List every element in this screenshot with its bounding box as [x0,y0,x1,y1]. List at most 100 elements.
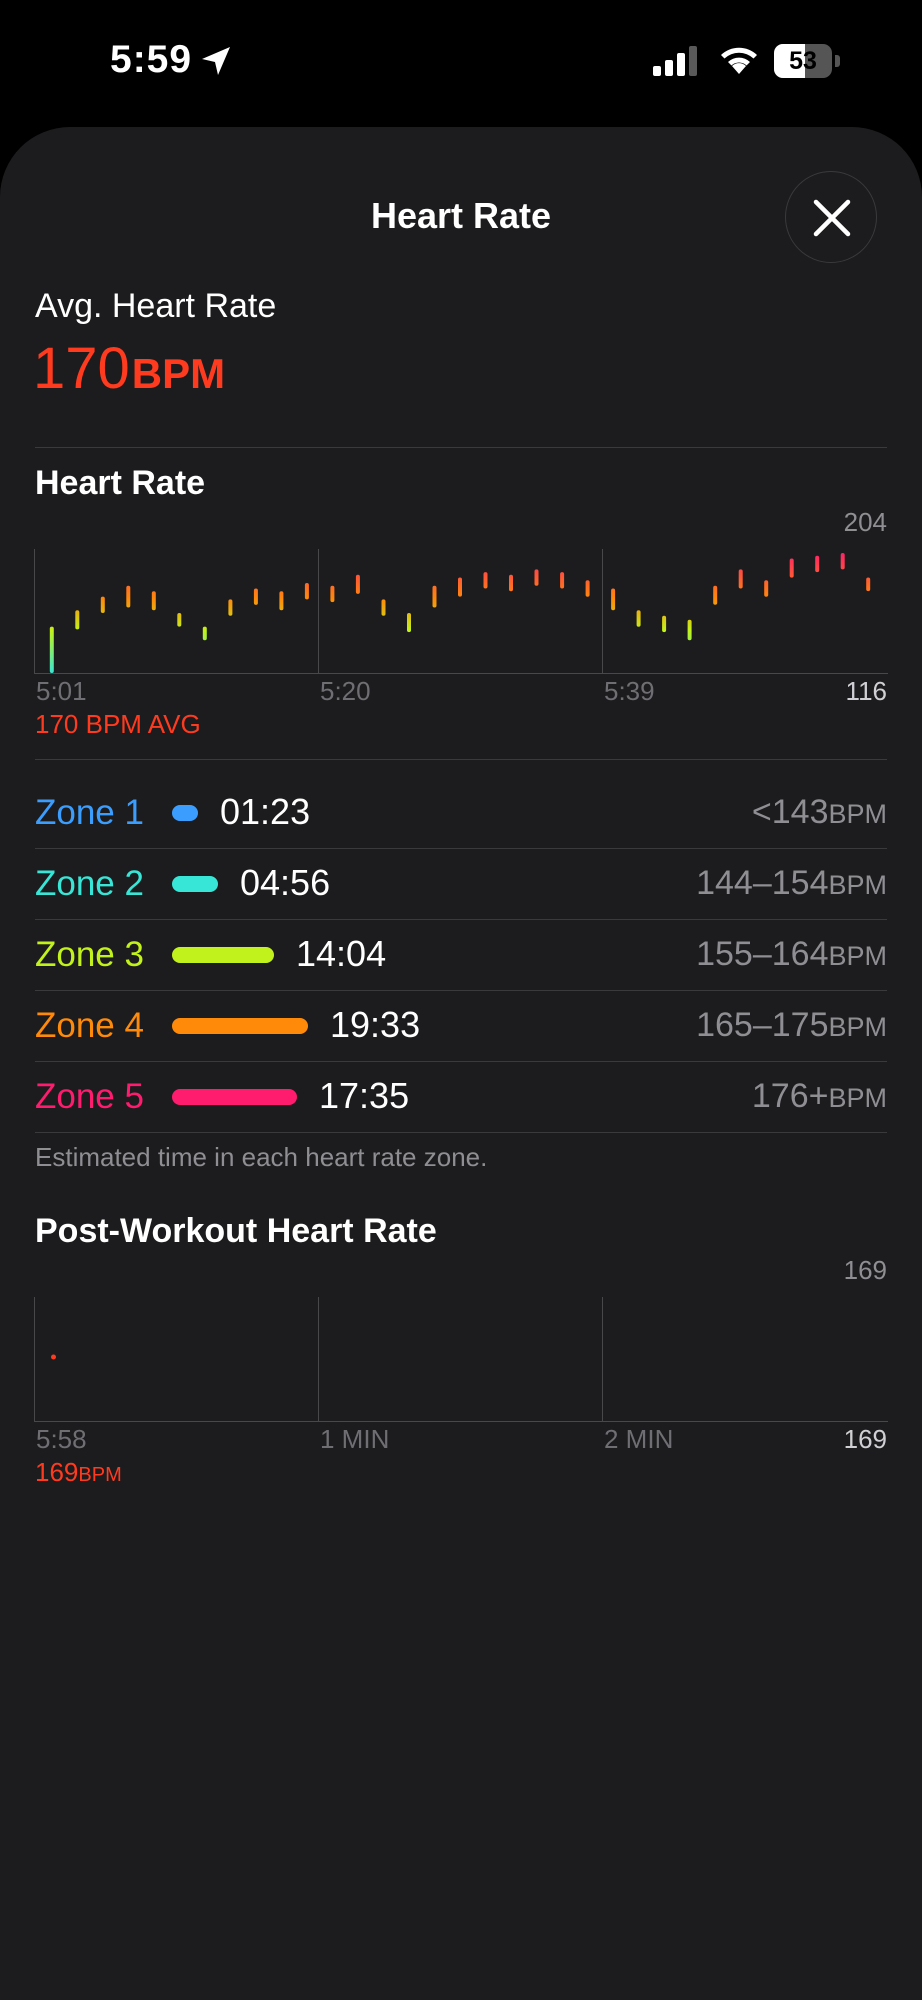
zone-name: Zone 5 [35,1077,144,1116]
heart-rate-bar [355,574,360,594]
heart-rate-bar [202,626,207,641]
zone-time: 04:56 [240,862,331,903]
heart-rate-bar [49,626,54,673]
battery-body: 53 [774,44,832,78]
heart-rate-bar [483,572,488,589]
heart-rate-bar [560,572,565,589]
heart-rate-bar [509,574,513,592]
divider [35,1061,887,1062]
avg-heart-rate-value: 170BPM [33,335,225,402]
post-workout-title: Post-Workout Heart Rate [35,1212,437,1250]
zone-time: 01:23 [220,791,311,832]
zone-name: Zone 3 [35,935,144,974]
divider [35,759,887,760]
zone-row-4: Zone 4 19:33 165–175BPM [35,992,887,1062]
heart-rate-x-tick: 5:39 [604,676,655,706]
post-workout-value-unit: BPM [78,1464,122,1486]
battery-fill [774,44,805,78]
divider [35,1132,887,1133]
heart-rate-bar [534,569,539,586]
post-workout-y-min: 169 [843,1424,887,1454]
zone-bar [172,1018,308,1034]
zone-time: 17:35 [319,1075,410,1116]
heart-rate-avg-caption: 170 BPM AVG [35,709,201,739]
heart-rate-bar [458,577,462,597]
zone-range-value: 144–154 [696,864,829,902]
heart-rate-bar [177,613,182,627]
zone-name: Zone 4 [35,1006,144,1045]
post-workout-chart [34,1297,888,1422]
zone-name: Zone 2 [35,864,144,903]
post-workout-value-number: 169 [35,1457,79,1487]
zone-range-value: <143 [751,793,829,831]
heart-rate-bar [432,585,437,608]
avg-heart-rate-number: 170 [33,336,130,401]
heart-rate-x-tick: 5:20 [320,676,371,706]
divider [35,447,887,448]
heart-rate-bar [866,577,871,592]
heart-rate-bar [126,585,131,608]
heart-rate-bars [49,553,871,673]
zone-bar [172,947,274,963]
zone-range: 155–164BPM [696,935,887,974]
heart-rate-bar [279,591,284,611]
wifi-icon [721,47,757,74]
divider [35,919,887,920]
zone-name: Zone 1 [35,793,144,832]
heart-rate-bar [100,596,105,613]
heart-rate-bar [840,553,845,570]
zone-range-value: 176+ [751,1077,829,1115]
post-workout-point [51,1354,56,1360]
zone-range-unit: BPM [828,870,887,900]
heart-rate-bar [228,599,233,616]
heart-rate-bar [381,599,386,616]
heart-rate-bar [764,580,769,597]
divider [35,990,887,991]
heart-rate-sheet: Heart Rate Avg. Heart Rate 170BPM Heart … [0,127,922,2000]
zone-row-3: Zone 3 14:04 155–164BPM [35,921,887,991]
location-arrow-icon [202,47,230,75]
status-time: 5:59 [110,38,193,81]
close-icon [813,199,851,237]
battery-tip [835,55,840,67]
post-workout-x-tick: 1 MIN [320,1424,390,1454]
zone-bar [172,805,198,821]
zones-note: Estimated time in each heart rate zone. [35,1142,488,1172]
heart-rate-bar [151,591,156,611]
heart-rate-bar [75,610,80,630]
heart-rate-bar [304,583,309,600]
cellular-signal-icon [653,46,697,76]
zone-range-unit: BPM [828,941,887,971]
heart-rate-bar [330,585,335,603]
zone-range-unit: BPM [828,1012,887,1042]
heart-rate-chart [34,549,888,674]
post-workout-points [51,1354,56,1360]
heart-rate-bar [636,610,641,627]
zone-range: 176+BPM [752,1077,887,1116]
heart-rate-bar [662,615,667,633]
post-workout-y-max: 169 [843,1255,887,1285]
heart-rate-bar [611,588,616,611]
post-workout-x-tick: 5:58 [36,1424,87,1454]
heart-rate-y-min: 116 [845,676,887,706]
heart-rate-y-max: 204 [843,507,887,537]
heart-rate-bar [738,569,743,589]
heart-rate-bar [407,613,411,633]
zone-row-2: Zone 2 04:56 144–154BPM [35,850,887,920]
close-button[interactable] [785,171,877,263]
sheet-title: Heart Rate [370,195,552,236]
zone-bar [172,876,218,892]
avg-heart-rate-label: Avg. Heart Rate [35,287,277,325]
zone-range-unit: BPM [828,1083,887,1113]
divider [35,848,887,849]
battery-level: 53 [789,47,817,75]
post-workout-value: 169BPM [35,1457,122,1488]
post-workout-x-tick: 2 MIN [604,1424,674,1454]
zone-range-value: 155–164 [696,935,829,973]
heart-rate-bar [815,555,820,573]
zone-range: 144–154BPM [696,864,887,903]
zone-bar [172,1089,297,1105]
heart-rate-bar [687,619,692,641]
zone-range-value: 165–175 [696,1006,829,1044]
heart-rate-bar [253,588,258,605]
